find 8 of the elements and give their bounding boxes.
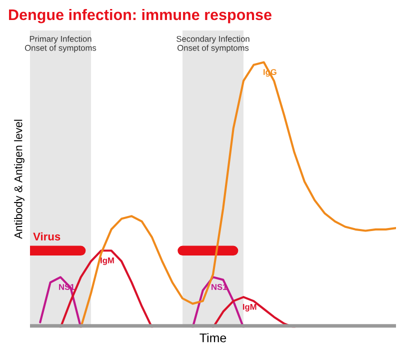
y-axis-title: Antibody & Antigen level xyxy=(14,120,24,239)
x-axis-title: Time xyxy=(200,333,226,342)
text: Secondary Infection Onset of symptoms xyxy=(176,36,250,52)
series-label: IgM xyxy=(242,304,256,312)
series-label: IgM xyxy=(100,258,114,266)
series-label: Virus xyxy=(33,232,60,240)
chart-title: Dengue infection: immune response xyxy=(9,8,272,24)
text: Primary Infection Onset of symptoms xyxy=(25,36,96,52)
